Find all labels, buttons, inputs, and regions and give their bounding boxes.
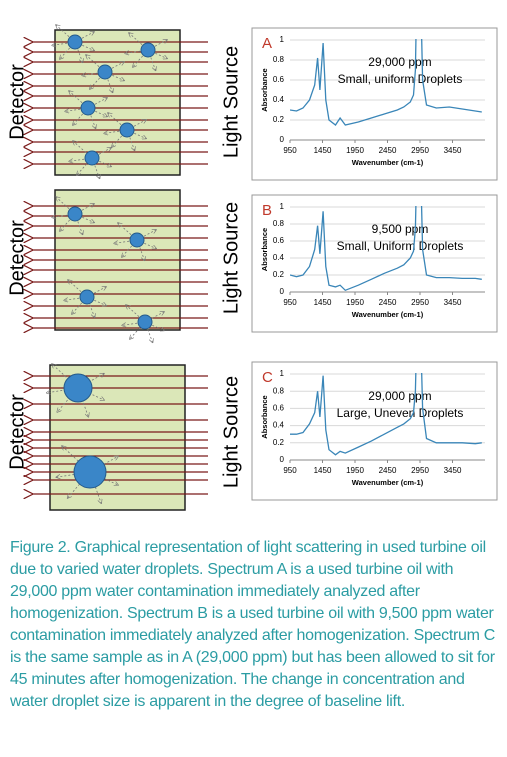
y-tick-label: 0.8	[273, 386, 285, 395]
y-tick-label: 1	[280, 369, 285, 378]
water-droplet	[63, 373, 93, 403]
scatter-ray	[74, 204, 94, 215]
x-axis-label: Wavenumber (cm-1)	[352, 158, 424, 167]
scatter-ray	[86, 296, 106, 306]
sample-cell	[54, 29, 181, 176]
y-axis-label: Absorbance	[260, 395, 269, 438]
x-axis-label: Wavenumber (cm-1)	[352, 478, 424, 487]
spectrum-line	[290, 373, 482, 456]
chart-frame	[251, 194, 498, 333]
annotation: 9,500 ppm	[372, 222, 429, 236]
figure: Detector Light Source Detector Light Source…	[6, 0, 498, 511]
x-tick-label: 1450	[314, 146, 332, 155]
scatter-ray	[136, 239, 156, 249]
x-tick-label: 2950	[411, 146, 429, 155]
y-tick-label: 0.4	[273, 95, 285, 104]
scatter-ray	[147, 40, 167, 51]
y-tick-label: 0.4	[273, 253, 285, 262]
y-tick-label: 0.4	[273, 421, 285, 430]
water-droplet	[67, 34, 83, 50]
x-tick-label: 1450	[314, 298, 332, 307]
water-droplet	[73, 455, 107, 489]
water-droplet	[79, 289, 95, 305]
water-droplet	[97, 64, 113, 80]
water-droplet	[119, 122, 135, 138]
detector-label: Detector	[6, 220, 28, 296]
y-tick-label: 0	[280, 135, 285, 144]
scatter-ray	[74, 213, 94, 223]
scatter-ray	[91, 157, 111, 167]
x-tick-label: 1950	[346, 146, 364, 155]
light-source-label: Light Source	[220, 202, 242, 314]
water-droplet	[140, 42, 156, 58]
scatter-ray	[91, 148, 111, 159]
detector-label: Detector	[6, 64, 28, 140]
x-tick-label: 3450	[444, 466, 462, 475]
y-axis-label: Absorbance	[260, 68, 269, 111]
scatter-ray	[87, 98, 107, 109]
water-droplet	[129, 232, 145, 248]
scatter-ray	[136, 230, 156, 241]
panel-letter: B	[262, 202, 272, 219]
caption: Figure 2. Graphical representation of li…	[10, 539, 496, 710]
x-tick-label: 2450	[379, 466, 397, 475]
spectrum-line	[290, 39, 482, 126]
x-tick-label: 950	[283, 466, 297, 475]
scatter-ray	[74, 41, 94, 51]
water-droplet	[84, 150, 100, 166]
water-droplet	[137, 314, 153, 330]
y-tick-label: 0.6	[273, 75, 285, 84]
scatter-ray	[86, 287, 106, 298]
y-tick-label: 0	[280, 287, 285, 296]
spectrum-line	[290, 206, 482, 292]
chart-frame	[251, 361, 498, 501]
scatter-ray	[104, 71, 124, 81]
x-tick-label: 950	[283, 298, 297, 307]
scatter-ray	[144, 312, 164, 323]
scatter-ray	[147, 49, 167, 59]
x-tick-label: 1950	[346, 466, 364, 475]
y-tick-label: 0.6	[273, 404, 285, 413]
x-axis-label: Wavenumber (cm-1)	[352, 310, 424, 319]
x-tick-label: 950	[283, 146, 297, 155]
y-tick-label: 0.2	[273, 270, 285, 279]
x-tick-label: 2950	[411, 466, 429, 475]
light-source-label: Light Source	[220, 376, 242, 488]
water-droplet	[67, 206, 83, 222]
scatter-ray	[126, 120, 146, 131]
y-axis-label: Absorbance	[260, 228, 269, 271]
scatter-ray	[74, 32, 94, 43]
x-tick-label: 2450	[379, 298, 397, 307]
panel-letter: C	[262, 369, 273, 386]
annotation: Small, uniform Droplets	[338, 72, 463, 86]
y-tick-label: 0.8	[273, 55, 285, 64]
scatter-ray	[144, 321, 164, 331]
detector-label: Detector	[6, 394, 28, 470]
y-tick-label: 0.2	[273, 438, 285, 447]
x-tick-label: 2950	[411, 298, 429, 307]
y-tick-label: 0.6	[273, 236, 285, 245]
scatter-ray	[87, 107, 107, 117]
panel-letter: A	[262, 35, 272, 52]
x-tick-label: 1450	[314, 466, 332, 475]
water-droplet	[80, 100, 96, 116]
x-tick-label: 3450	[444, 146, 462, 155]
x-tick-label: 3450	[444, 298, 462, 307]
annotation: Large, Uneven Droplets	[337, 406, 464, 420]
light-source-label: Light Source	[220, 46, 242, 158]
annotation: Small, Uniform Droplets	[337, 239, 464, 253]
y-tick-label: 0.2	[273, 115, 285, 124]
y-tick-label: 0.8	[273, 219, 285, 228]
y-tick-label: 1	[280, 35, 285, 44]
x-tick-label: 2450	[379, 146, 397, 155]
scatter-ray	[104, 62, 124, 73]
scatter-ray	[126, 129, 146, 139]
y-tick-label: 1	[280, 202, 285, 211]
chart-frame	[251, 27, 498, 181]
x-tick-label: 1950	[346, 298, 364, 307]
y-tick-label: 0	[280, 455, 285, 464]
